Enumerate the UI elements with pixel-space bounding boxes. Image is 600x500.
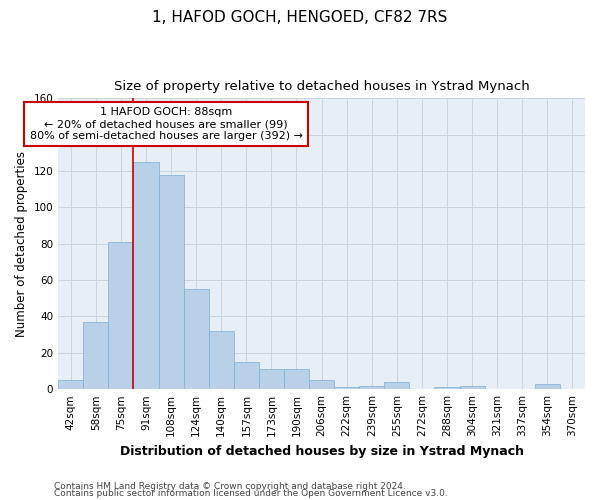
Bar bbox=[359, 386, 385, 389]
Bar bbox=[234, 362, 259, 389]
Bar bbox=[184, 289, 209, 389]
Bar bbox=[460, 386, 485, 389]
Bar bbox=[434, 388, 460, 389]
Bar bbox=[334, 388, 359, 389]
Bar bbox=[58, 380, 83, 389]
Bar bbox=[133, 162, 158, 389]
Bar bbox=[309, 380, 334, 389]
Bar bbox=[83, 322, 109, 389]
Bar bbox=[535, 384, 560, 389]
Bar bbox=[259, 369, 284, 389]
X-axis label: Distribution of detached houses by size in Ystrad Mynach: Distribution of detached houses by size … bbox=[119, 444, 524, 458]
Bar bbox=[158, 174, 184, 389]
Text: 1 HAFOD GOCH: 88sqm
← 20% of detached houses are smaller (99)
80% of semi-detach: 1 HAFOD GOCH: 88sqm ← 20% of detached ho… bbox=[29, 108, 302, 140]
Bar bbox=[385, 382, 409, 389]
Text: Contains public sector information licensed under the Open Government Licence v3: Contains public sector information licen… bbox=[54, 490, 448, 498]
Y-axis label: Number of detached properties: Number of detached properties bbox=[15, 151, 28, 337]
Title: Size of property relative to detached houses in Ystrad Mynach: Size of property relative to detached ho… bbox=[114, 80, 529, 93]
Bar bbox=[209, 331, 234, 389]
Text: 1, HAFOD GOCH, HENGOED, CF82 7RS: 1, HAFOD GOCH, HENGOED, CF82 7RS bbox=[152, 10, 448, 25]
Bar bbox=[109, 242, 133, 389]
Text: Contains HM Land Registry data © Crown copyright and database right 2024.: Contains HM Land Registry data © Crown c… bbox=[54, 482, 406, 491]
Bar bbox=[284, 369, 309, 389]
